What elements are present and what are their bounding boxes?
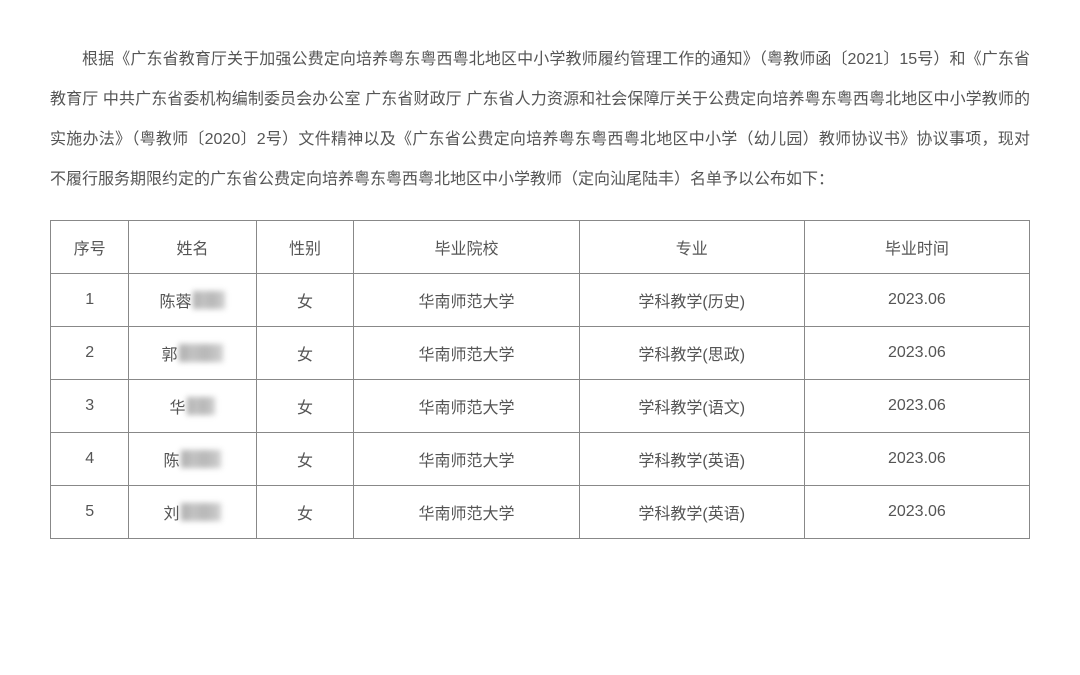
cell-name: 郭 bbox=[129, 327, 256, 380]
cell-seq: 2 bbox=[51, 327, 129, 380]
table-row: 3 华 女华南师范大学学科教学(语文)2023.06 bbox=[51, 380, 1030, 433]
header-gender: 性别 bbox=[256, 221, 354, 274]
table-row: 1 陈蓉 女华南师范大学学科教学(历史)2023.06 bbox=[51, 274, 1030, 327]
redacted-name-portion bbox=[193, 291, 225, 309]
name-prefix: 郭 bbox=[161, 341, 177, 365]
cell-major: 学科教学(历史) bbox=[579, 274, 804, 327]
cell-gender: 女 bbox=[256, 327, 354, 380]
cell-gradtime: 2023.06 bbox=[804, 274, 1029, 327]
header-name: 姓名 bbox=[129, 221, 256, 274]
teacher-list-table: 序号 姓名 性别 毕业院校 专业 毕业时间 1陈蓉女华南师范大学学科教学(历史)… bbox=[50, 220, 1030, 539]
cell-school: 华南师范大学 bbox=[354, 327, 579, 380]
cell-gender: 女 bbox=[256, 433, 354, 486]
table-row: 2 郭 女华南师范大学学科教学(思政)2023.06 bbox=[51, 327, 1030, 380]
cell-seq: 4 bbox=[51, 433, 129, 486]
name-prefix: 华 bbox=[169, 394, 185, 418]
redacted-name-portion bbox=[187, 397, 215, 415]
cell-major: 学科教学(思政) bbox=[579, 327, 804, 380]
cell-major: 学科教学(英语) bbox=[579, 486, 804, 539]
cell-name: 陈蓉 bbox=[129, 274, 256, 327]
name-prefix: 陈蓉 bbox=[159, 288, 191, 312]
cell-name: 华 bbox=[129, 380, 256, 433]
header-gradtime: 毕业时间 bbox=[804, 221, 1029, 274]
redacted-name-portion bbox=[179, 344, 223, 362]
name-prefix: 陈 bbox=[163, 447, 179, 471]
cell-gradtime: 2023.06 bbox=[804, 433, 1029, 486]
cell-gradtime: 2023.06 bbox=[804, 380, 1029, 433]
intro-paragraph: 根据《广东省教育厅关于加强公费定向培养粤东粤西粤北地区中小学教师履约管理工作的通… bbox=[50, 40, 1030, 200]
cell-major: 学科教学(英语) bbox=[579, 433, 804, 486]
cell-seq: 3 bbox=[51, 380, 129, 433]
cell-name: 刘 bbox=[129, 486, 256, 539]
table-row: 5 刘 女华南师范大学学科教学(英语)2023.06 bbox=[51, 486, 1030, 539]
cell-school: 华南师范大学 bbox=[354, 486, 579, 539]
cell-gender: 女 bbox=[256, 486, 354, 539]
name-prefix: 刘 bbox=[163, 500, 179, 524]
header-seq: 序号 bbox=[51, 221, 129, 274]
cell-school: 华南师范大学 bbox=[354, 274, 579, 327]
redacted-name-portion bbox=[181, 503, 221, 521]
header-major: 专业 bbox=[579, 221, 804, 274]
cell-gender: 女 bbox=[256, 274, 354, 327]
cell-gender: 女 bbox=[256, 380, 354, 433]
cell-name: 陈 bbox=[129, 433, 256, 486]
cell-seq: 1 bbox=[51, 274, 129, 327]
cell-school: 华南师范大学 bbox=[354, 433, 579, 486]
cell-school: 华南师范大学 bbox=[354, 380, 579, 433]
cell-seq: 5 bbox=[51, 486, 129, 539]
cell-major: 学科教学(语文) bbox=[579, 380, 804, 433]
cell-gradtime: 2023.06 bbox=[804, 327, 1029, 380]
cell-gradtime: 2023.06 bbox=[804, 486, 1029, 539]
table-header-row: 序号 姓名 性别 毕业院校 专业 毕业时间 bbox=[51, 221, 1030, 274]
redacted-name-portion bbox=[181, 450, 221, 468]
header-school: 毕业院校 bbox=[354, 221, 579, 274]
table-row: 4 陈 女华南师范大学学科教学(英语)2023.06 bbox=[51, 433, 1030, 486]
